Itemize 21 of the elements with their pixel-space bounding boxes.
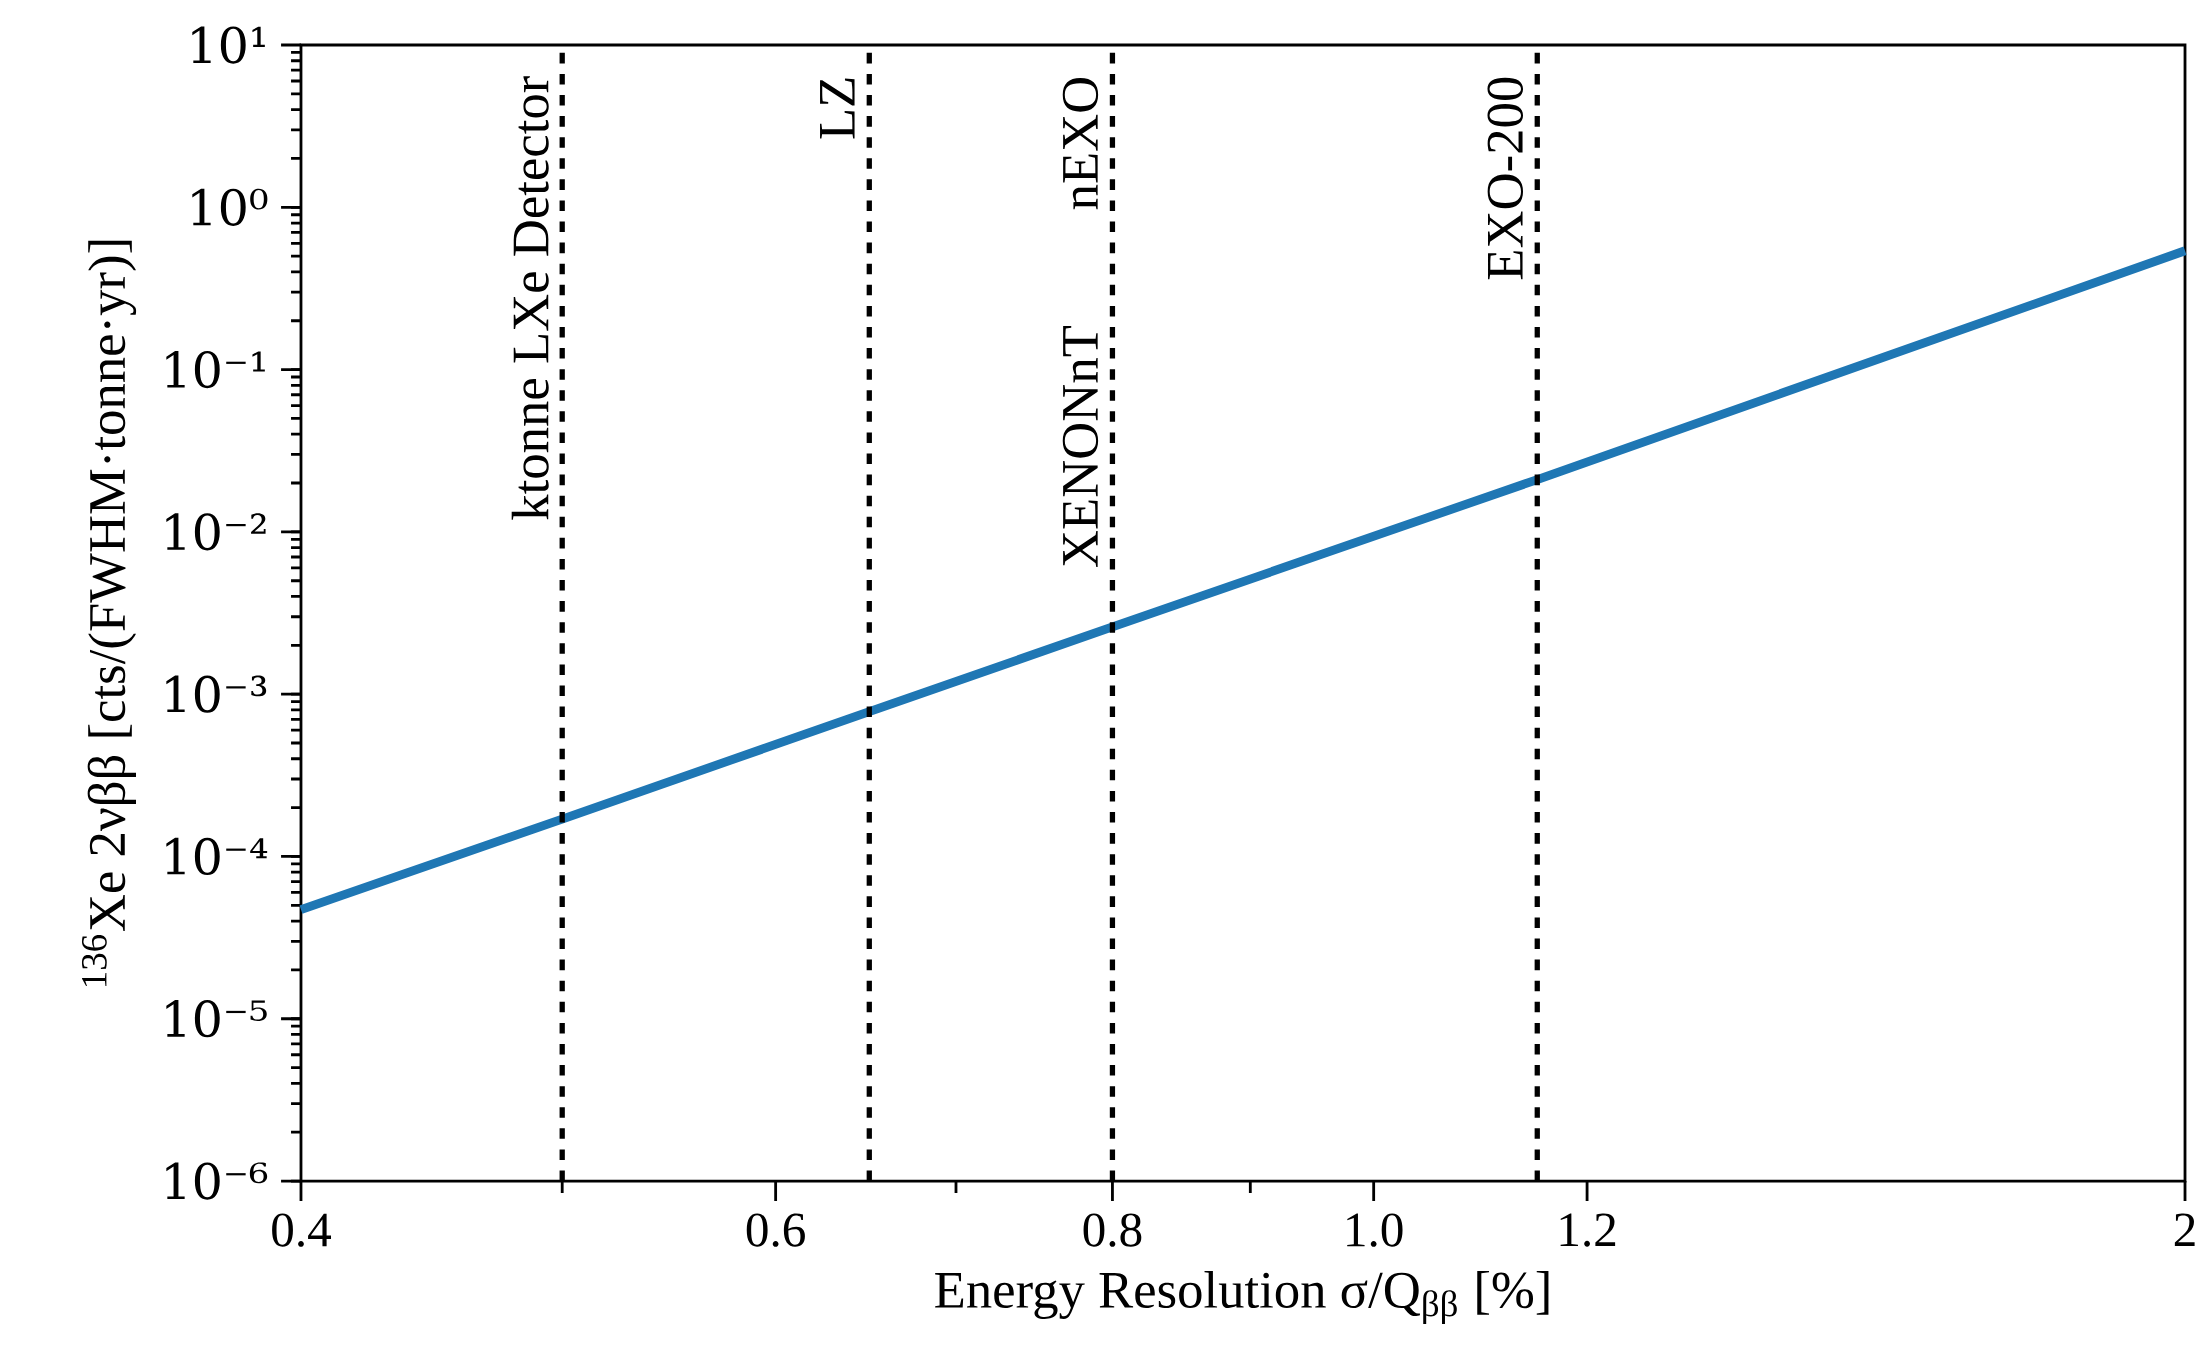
- ref-line-label: LZ: [820, 78, 855, 139]
- x-tick-label: 2: [2174, 1213, 2195, 1246]
- y-axis-title: $^{136}$Xe 2νββ [cts/(FWHM·tonne·yr)]: [81, 240, 137, 986]
- y-tick-label: 10⁰: [192, 188, 268, 226]
- ref-line-label: ktonne LXe Detector: [511, 76, 549, 520]
- annotation: XENONnT: [1062, 325, 1099, 567]
- x-tick-label: 0.4: [272, 1213, 331, 1247]
- y-tick-label: 10¹: [192, 26, 265, 64]
- y-tick-label: 10⁻⁵: [166, 1000, 267, 1038]
- ref-line-label: EXO-200: [1487, 77, 1524, 280]
- ref-line-label: nEXO: [1062, 77, 1099, 210]
- x-axis-title: Energy Resolution σ/Q$_{ββ}$ [%]: [935, 1271, 1549, 1324]
- x-tick-label: 1.0: [1347, 1213, 1403, 1247]
- y-tick-label: 10⁻¹: [166, 350, 265, 389]
- x-tick-label: 0.6: [746, 1213, 805, 1247]
- x-tick-label: 1.2: [1560, 1213, 1616, 1247]
- x-tick-label: 0.8: [1083, 1213, 1142, 1247]
- y-tick-label: 10⁻⁴: [166, 837, 268, 876]
- y-tick-label: 10⁻²: [166, 513, 266, 551]
- y-tick-label: 10⁻³: [166, 675, 267, 713]
- y-tick-label: 10⁻⁶: [166, 1162, 268, 1200]
